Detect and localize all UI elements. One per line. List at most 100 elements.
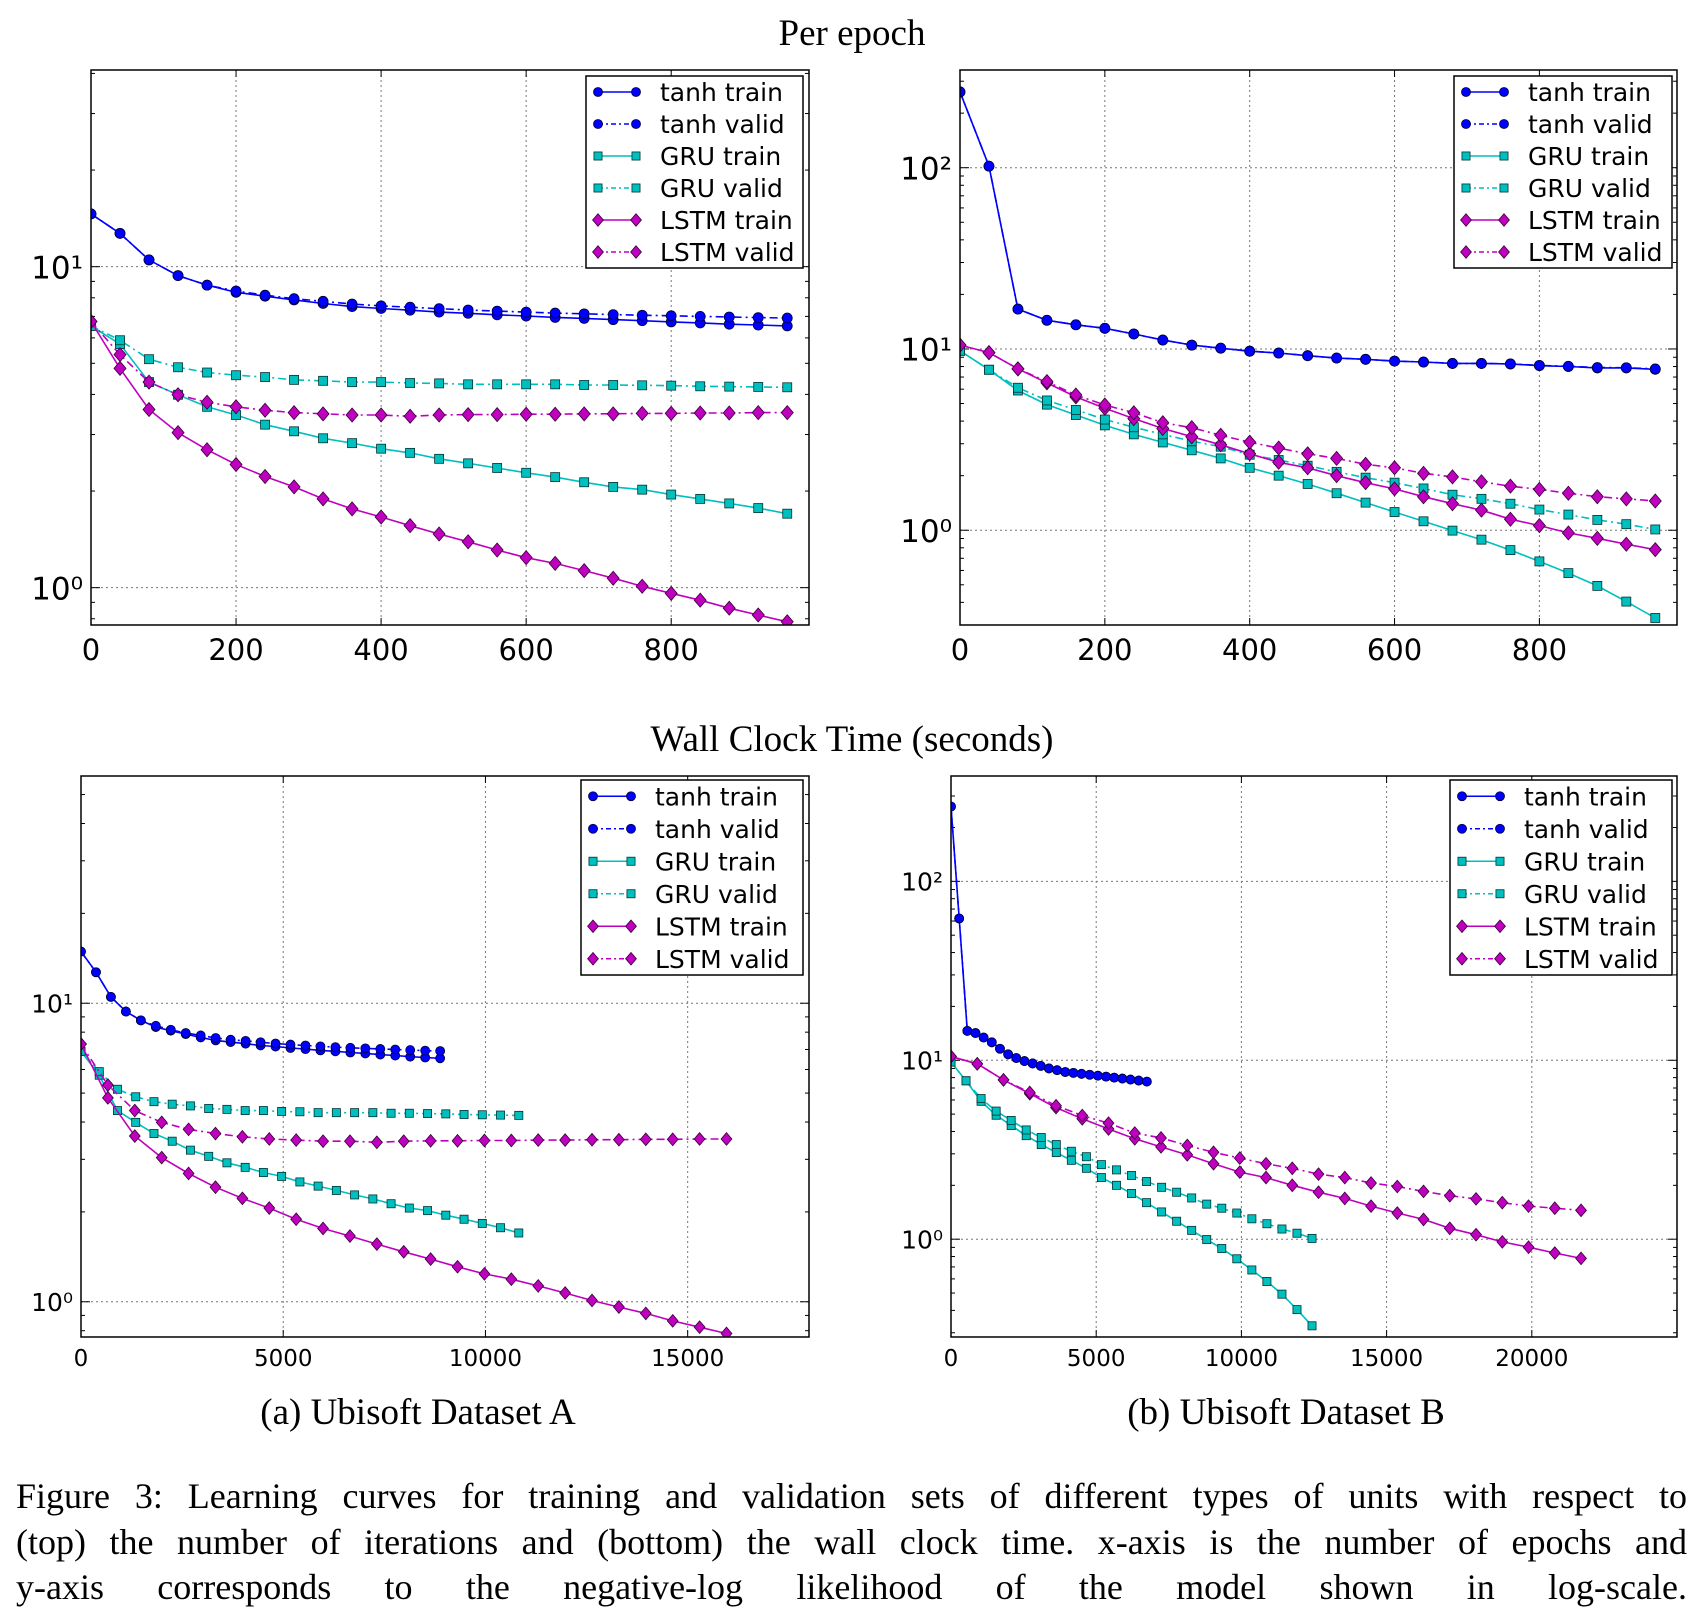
data-point-gru-train bbox=[1650, 613, 1661, 623]
data-point-gru-valid bbox=[1563, 509, 1574, 520]
data-point-lstm-train bbox=[606, 570, 620, 586]
data-point-lstm-train bbox=[1214, 437, 1228, 453]
data-point-gru-valid bbox=[695, 381, 706, 392]
x-tick-label: 200 bbox=[1077, 633, 1132, 667]
legend-label: tanh valid bbox=[1524, 815, 1649, 844]
data-point-lstm-valid bbox=[720, 1132, 733, 1146]
data-point-gru-train bbox=[441, 1210, 451, 1220]
data-point-lstm-train bbox=[403, 518, 417, 534]
legend-marker bbox=[1457, 889, 1467, 899]
data-point-gru-train bbox=[753, 503, 764, 513]
legend-entry: tanh valid bbox=[588, 815, 780, 844]
data-point-lstm-valid bbox=[229, 399, 243, 415]
data-point-lstm-train bbox=[1417, 1212, 1430, 1227]
data-point-tanh-valid bbox=[1447, 358, 1458, 369]
x-tick-label: 10000 bbox=[1205, 1346, 1278, 1372]
data-point-tanh-valid bbox=[549, 307, 561, 319]
data-point-gru-valid bbox=[1187, 1193, 1197, 1203]
data-point-lstm-valid bbox=[451, 1133, 464, 1148]
legend-label: LSTM valid bbox=[660, 238, 794, 267]
data-point-gru-valid bbox=[1081, 1152, 1091, 1162]
data-point-gru-train bbox=[1447, 525, 1458, 536]
data-point-gru-train bbox=[1066, 1155, 1076, 1165]
data-point-gru-valid bbox=[463, 379, 474, 390]
data-point-gru-train bbox=[1232, 1254, 1242, 1264]
data-point-tanh-valid bbox=[1099, 322, 1111, 334]
x-tick-label: 15000 bbox=[651, 1346, 724, 1372]
data-point-tanh-valid bbox=[1389, 355, 1400, 367]
data-point-lstm-train bbox=[1470, 1227, 1482, 1242]
data-point-gru-valid bbox=[477, 1110, 487, 1120]
data-point-gru-train bbox=[1112, 1180, 1121, 1190]
legend-marker bbox=[1494, 951, 1506, 966]
data-point-tanh-valid bbox=[1109, 1072, 1120, 1083]
series-line-gru-valid bbox=[81, 1050, 519, 1117]
legend-marker bbox=[630, 245, 642, 259]
data-point-tanh-valid bbox=[1141, 1076, 1152, 1087]
data-point-lstm-train bbox=[432, 526, 446, 542]
data-point-lstm-train bbox=[1365, 1199, 1377, 1214]
legend-marker bbox=[593, 87, 603, 97]
data-point-gru-valid bbox=[1070, 405, 1081, 415]
data-point-tanh-valid bbox=[1533, 359, 1545, 371]
data-point-tanh-valid bbox=[1117, 1073, 1128, 1084]
data-point-gru-train bbox=[1172, 1216, 1182, 1226]
data-point-lstm-valid bbox=[345, 407, 359, 423]
data-point-lstm-train bbox=[101, 1090, 114, 1105]
data-point-lstm-train bbox=[1338, 1191, 1351, 1206]
data-point-tanh-valid bbox=[81, 946, 86, 957]
data-point-lstm-valid bbox=[1301, 446, 1315, 462]
data-point-gru-valid bbox=[149, 1097, 159, 1107]
data-point-tanh-valid bbox=[694, 311, 706, 322]
data-point-lstm-valid bbox=[1590, 489, 1604, 505]
legend-label: GRU train bbox=[1528, 142, 1649, 171]
series-line-lstm-valid bbox=[81, 1043, 727, 1144]
data-point-lstm-train bbox=[751, 607, 765, 623]
data-point-lstm-valid bbox=[316, 406, 330, 422]
data-point-lstm-valid bbox=[1330, 450, 1344, 467]
data-point-tanh-valid bbox=[1125, 1074, 1136, 1085]
data-point-gru-valid bbox=[1006, 1115, 1016, 1125]
data-point-lstm-valid bbox=[751, 405, 765, 421]
data-point-tanh-valid bbox=[230, 285, 242, 297]
legend-marker bbox=[626, 823, 636, 834]
legend-box bbox=[585, 75, 804, 269]
data-point-gru-train bbox=[295, 1177, 305, 1187]
data-point-gru-valid bbox=[984, 364, 994, 375]
legend-marker bbox=[626, 791, 636, 802]
data-point-lstm-train bbox=[639, 1306, 652, 1321]
data-point-gru-valid bbox=[496, 1110, 505, 1120]
legend-label: tanh train bbox=[1528, 78, 1651, 107]
x-tick-label: 800 bbox=[1512, 633, 1567, 667]
data-point-gru-train bbox=[1096, 1173, 1106, 1183]
data-point-gru-train bbox=[579, 477, 590, 488]
data-point-tanh-valid bbox=[143, 254, 155, 266]
legend-entry: tanh train bbox=[593, 78, 783, 107]
data-point-lstm-train bbox=[182, 1166, 195, 1181]
data-point-lstm-valid bbox=[101, 1078, 114, 1092]
data-point-lstm-valid bbox=[1443, 1188, 1456, 1203]
data-point-gru-train bbox=[492, 463, 503, 473]
data-point-lstm-valid bbox=[155, 1115, 168, 1130]
data-point-gru-valid bbox=[202, 367, 212, 378]
legend-entry: LSTM valid bbox=[587, 945, 789, 974]
data-point-tanh-valid bbox=[1084, 1069, 1095, 1080]
data-point-tanh-valid bbox=[636, 309, 648, 321]
plot-frame bbox=[959, 69, 1678, 626]
data-point-lstm-train bbox=[1185, 429, 1199, 445]
data-point-lstm-train bbox=[1233, 1165, 1246, 1180]
data-point-gru-valid bbox=[1036, 1133, 1046, 1142]
data-point-tanh-valid bbox=[995, 1043, 1005, 1054]
data-point-lstm-valid bbox=[1155, 1131, 1167, 1145]
data-point-lstm-train bbox=[461, 534, 475, 550]
data-point-tanh-valid bbox=[520, 306, 532, 318]
legend-entry: LSTM train bbox=[592, 206, 793, 235]
data-point-gru-train bbox=[1217, 1244, 1227, 1253]
data-point-lstm-train bbox=[1388, 481, 1402, 497]
data-point-lstm-valid bbox=[1023, 1085, 1036, 1100]
legend-entry: tanh valid bbox=[1461, 110, 1653, 139]
data-point-lstm-valid bbox=[1233, 1151, 1246, 1165]
data-point-lstm-valid bbox=[171, 387, 185, 403]
data-point-gru-train bbox=[149, 1129, 159, 1138]
